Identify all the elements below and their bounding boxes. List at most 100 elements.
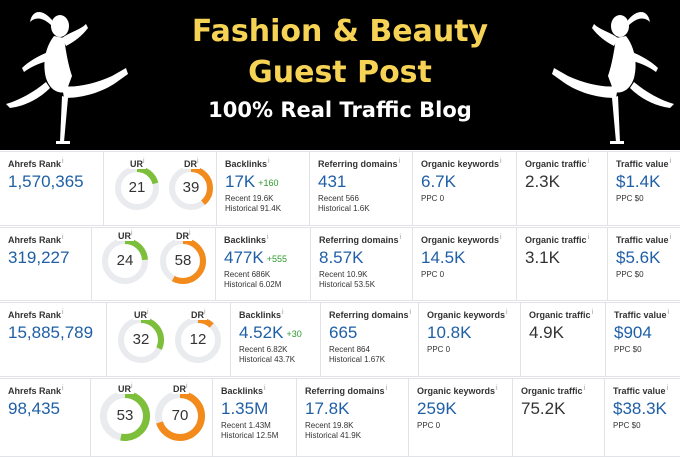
referring-domains-value[interactable]: 17.8K	[305, 399, 350, 418]
info-icon[interactable]: i	[500, 234, 502, 241]
organic-keywords-label: Organic keywordsi	[427, 309, 508, 320]
info-icon[interactable]: i	[62, 234, 64, 241]
referring-domains-value[interactable]: 431	[318, 172, 347, 191]
dr-label: DRi	[183, 158, 200, 169]
traffic-value-value[interactable]: $1.4K	[616, 172, 661, 191]
info-icon[interactable]: i	[506, 309, 508, 316]
info-icon[interactable]: i	[669, 158, 672, 165]
info-icon[interactable]: i	[591, 309, 594, 316]
ur-value: 53	[116, 407, 134, 424]
backlinks-delta: +555	[266, 253, 287, 264]
backlinks-delta: +30	[286, 328, 302, 339]
ur-gauge: 32 URi	[118, 309, 164, 363]
dr-arc	[155, 391, 205, 441]
info-icon[interactable]: i	[282, 309, 284, 316]
organic-keywords-value[interactable]: 259K	[417, 399, 457, 418]
info-icon[interactable]: i	[587, 158, 590, 165]
traffic-value-value[interactable]: $904	[614, 323, 652, 342]
info-icon[interactable]: i	[500, 158, 502, 165]
info-icon[interactable]: i	[62, 385, 64, 392]
info-icon[interactable]: i	[666, 385, 669, 392]
ur-gauge: 21 URi	[115, 158, 159, 210]
info-icon[interactable]: i	[587, 234, 590, 241]
traffic-value-value[interactable]: $38.3K	[613, 399, 667, 418]
referring-domains-recent: Recent 864	[329, 345, 370, 354]
dr-label: DRi	[190, 309, 207, 320]
organic-keywords-value[interactable]: 10.8K	[427, 323, 472, 342]
info-icon[interactable]: i	[264, 385, 266, 392]
info-icon[interactable]: i	[385, 385, 388, 392]
info-icon[interactable]: i	[197, 158, 199, 165]
info-icon[interactable]: i	[496, 385, 498, 392]
backlinks-value[interactable]: 477K +555	[224, 248, 287, 267]
organic-keywords-value[interactable]: 6.7K	[421, 172, 456, 191]
organic-traffic-cell: Organic traffici 3.1K	[516, 228, 607, 300]
organic-traffic-cell: Organic traffici 4.9K	[520, 303, 605, 376]
info-icon[interactable]: i	[669, 234, 672, 241]
ur-arc	[100, 391, 150, 441]
organic-keywords-label: Organic keywordsi	[417, 385, 498, 396]
rating-gauges-cell: 53 URi 70 DRi	[90, 379, 212, 456]
ahrefs-rank-value: 15,885,789	[8, 323, 94, 342]
traffic-value-cell: Traffic valuei $38.3K PPC $0	[604, 379, 680, 456]
backlinks-historical: Historical 43.7K	[239, 355, 296, 364]
rating-gauges-cell: 32 URi 12 DRi	[106, 303, 230, 376]
organic-traffic-value: 75.2K	[521, 399, 566, 418]
info-icon[interactable]: i	[409, 309, 412, 316]
referring-domains-value[interactable]: 8.57K	[319, 248, 364, 267]
dr-ring	[175, 317, 221, 363]
backlinks-label: Backlinksi	[221, 385, 266, 396]
info-icon[interactable]: i	[667, 309, 670, 316]
ahrefs-rank-cell: Ahrefs Ranki 1,570,365	[0, 152, 103, 225]
info-icon[interactable]: i	[583, 385, 586, 392]
ahrefs-rank-value: 319,227	[8, 248, 70, 267]
referring-domains-historical: Historical 1.6K	[318, 204, 370, 213]
traffic-value-label: Traffic valuei	[616, 234, 672, 245]
ur-arc	[102, 238, 148, 284]
info-icon[interactable]: i	[267, 234, 269, 241]
ur-arc	[115, 166, 159, 210]
ur-gauge: 53 URi	[100, 383, 150, 441]
info-icon[interactable]: i	[62, 309, 64, 316]
info-icon[interactable]: i	[143, 158, 145, 165]
info-icon[interactable]: i	[131, 230, 133, 237]
backlinks-value[interactable]: 1.35M	[221, 399, 269, 418]
banner-title-line-2: Guest Post	[248, 55, 432, 90]
backlinks-value[interactable]: 17K +160	[225, 172, 279, 191]
backlinks-value[interactable]: 4.52K +30	[239, 323, 302, 342]
backlinks-cell: Backlinksi 17K +160 Recent 19.6K Historical …	[216, 152, 309, 225]
organic-keywords-value[interactable]: 14.5K	[421, 248, 466, 267]
backlinks-label: Backlinksi	[239, 309, 284, 320]
ur-ring	[118, 317, 164, 363]
dr-arc	[175, 317, 221, 363]
metrics-row: Ahrefs Ranki 1,570,365 21 URi 39 DRi Backlinks…	[0, 151, 680, 226]
referring-domains-value[interactable]: 665	[329, 323, 358, 342]
dr-ring	[169, 166, 213, 210]
traffic-value-value[interactable]: $5.6K	[616, 248, 661, 267]
info-icon[interactable]: i	[131, 383, 133, 390]
info-icon[interactable]: i	[398, 158, 401, 165]
traffic-value-label: Traffic valuei	[616, 158, 672, 169]
info-icon[interactable]: i	[62, 158, 64, 165]
info-icon[interactable]: i	[204, 309, 206, 316]
ur-value: 24	[116, 252, 134, 269]
info-icon[interactable]: i	[186, 383, 188, 390]
ur-gauge: 24 URi	[102, 230, 148, 284]
dr-value: 58	[174, 252, 192, 269]
metrics-row: Ahrefs Ranki 98,435 53 URi 70 DRi Backlinksi 1.…	[0, 378, 680, 457]
dr-label: DRi	[172, 383, 189, 394]
backlinks-historical: Historical 12.5M	[221, 431, 279, 440]
info-icon[interactable]: i	[399, 234, 402, 241]
ahrefs-rank-cell: Ahrefs Ranki 15,885,789	[0, 303, 106, 376]
backlinks-label: Backlinksi	[225, 158, 270, 169]
traffic-value-ppc: PPC $0	[616, 270, 644, 279]
info-icon[interactable]: i	[147, 309, 149, 316]
ur-ring	[115, 166, 159, 210]
info-icon[interactable]: i	[189, 230, 191, 237]
organic-keywords-cell: Organic keywordsi 259K PPC 0	[408, 379, 512, 456]
organic-keywords-cell: Organic keywordsi 6.7K PPC 0	[412, 152, 516, 225]
dr-value: 39	[182, 179, 200, 196]
organic-keywords-label: Organic keywordsi	[421, 158, 502, 169]
organic-keywords-ppc: PPC 0	[421, 194, 445, 203]
info-icon[interactable]: i	[268, 158, 270, 165]
